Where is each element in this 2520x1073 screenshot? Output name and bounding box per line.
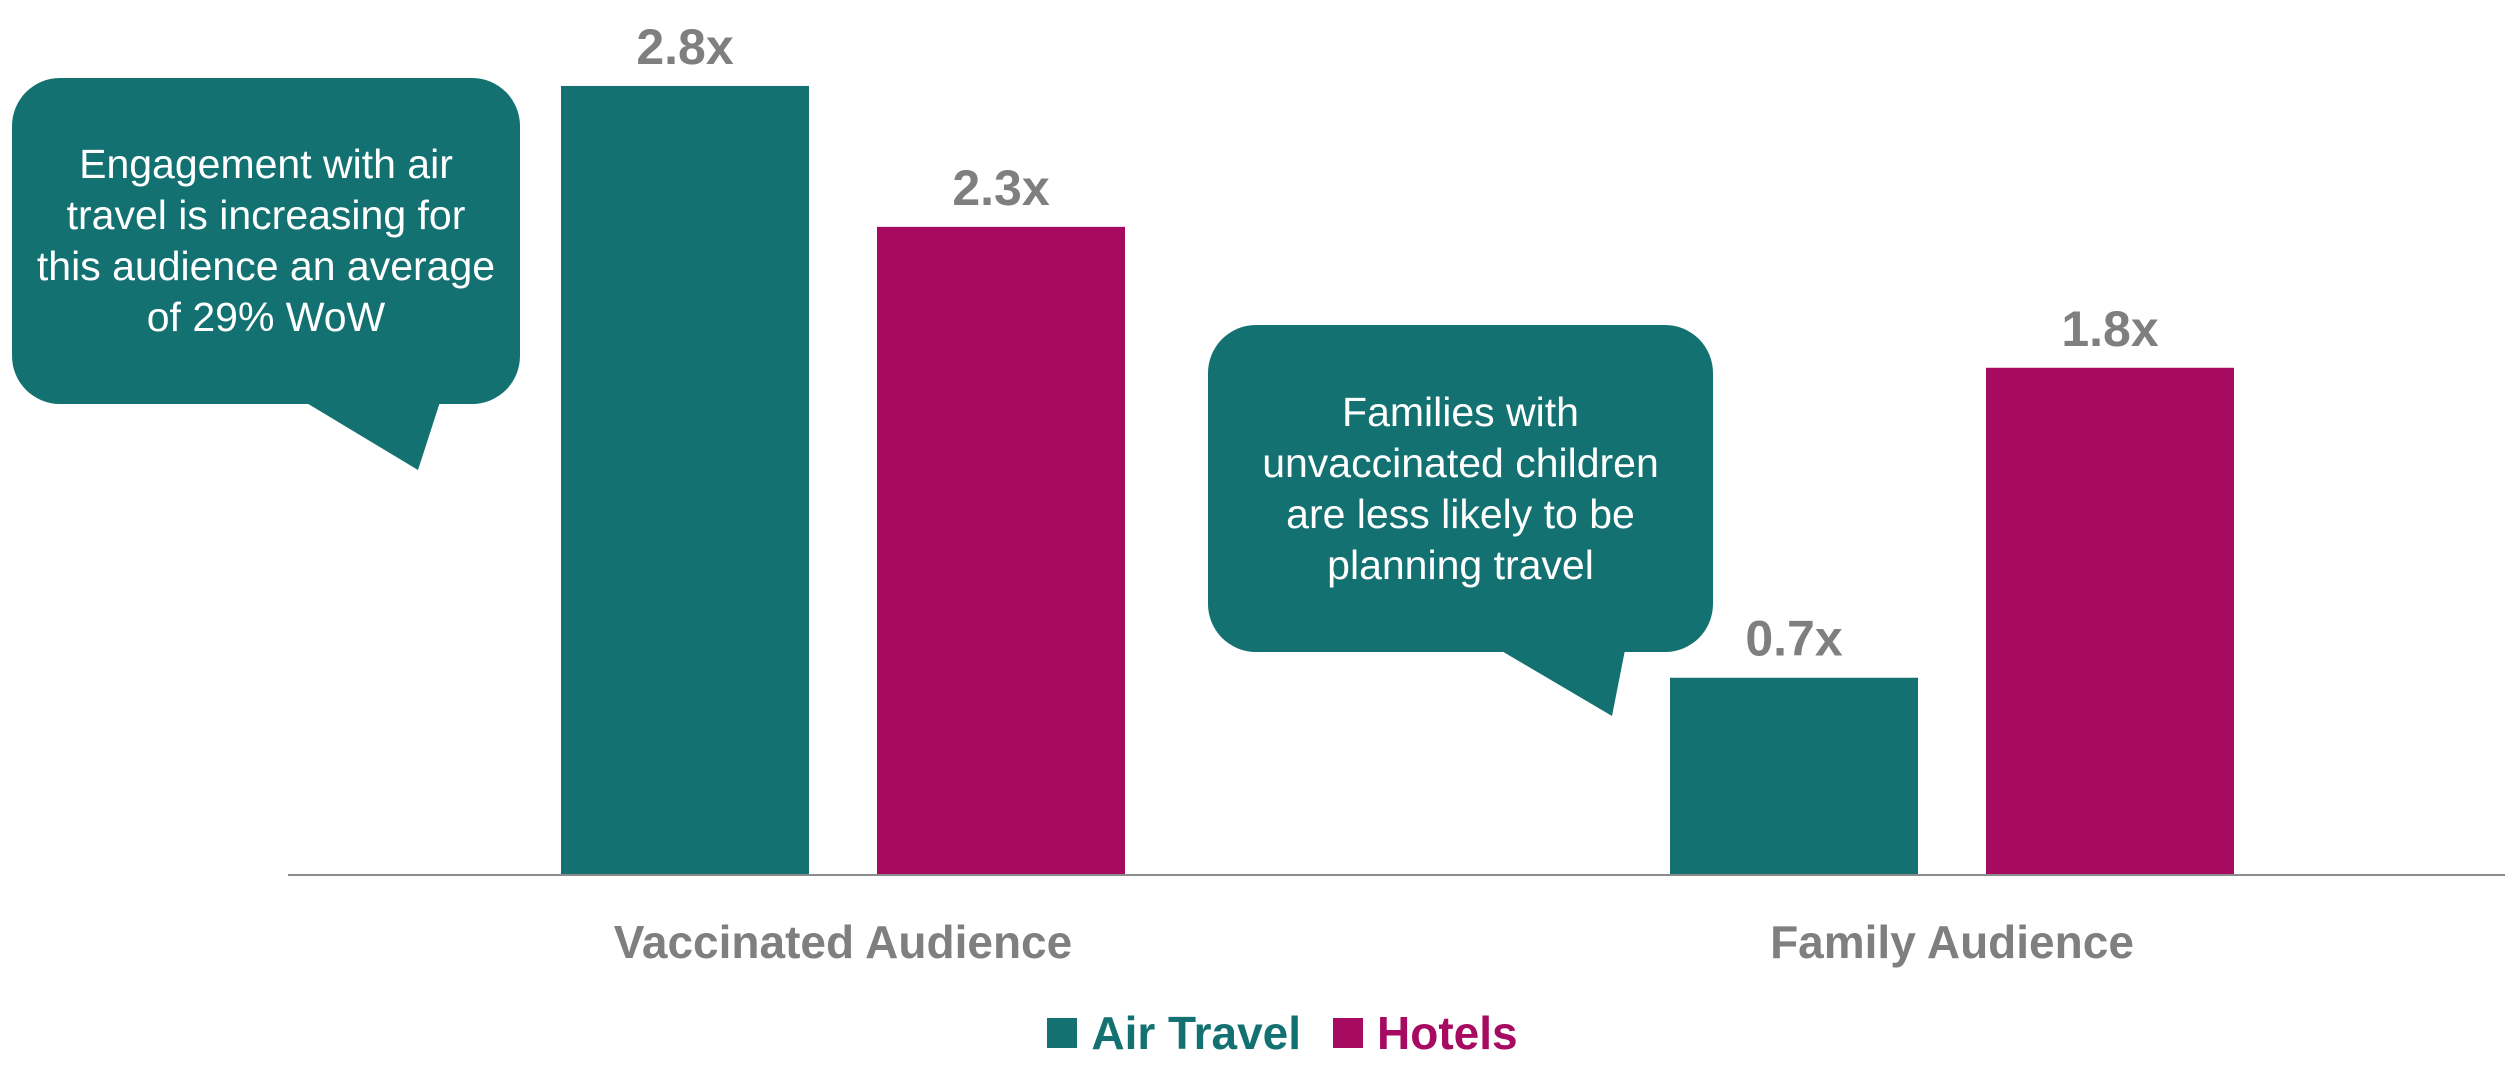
x-tick-label-family-audience: Family Audience (1770, 916, 2134, 968)
legend-swatch-hotels (1333, 1018, 1364, 1048)
legend-swatch-air-travel (1047, 1018, 1078, 1048)
bar-hotels-family-audience (1986, 367, 2234, 875)
legend: Air Travel Hotels (0, 1003, 2520, 1063)
callout-vaccinated-tail (305, 402, 440, 470)
callout-family: Families with unvaccinated children are … (1208, 325, 1713, 652)
data-label-hotels-vaccinated-audience: 2.3x (952, 160, 1050, 216)
bar-air-travel-vaccinated-audience (561, 85, 809, 875)
legend-label-air-travel: Air Travel (1091, 1007, 1302, 1059)
bar-air-travel-family-audience (1670, 677, 1918, 875)
legend-label-hotels: Hotels (1377, 1007, 1518, 1059)
x-tick-label-vaccinated-audience: Vaccinated Audience (614, 916, 1072, 968)
callout-family-tail (1500, 650, 1625, 716)
data-label-air-travel-vaccinated-audience: 2.8x (636, 19, 734, 75)
legend-item-air-travel: Air Travel (1047, 1006, 1301, 1060)
data-label-hotels-family-audience: 1.8x (2061, 301, 2159, 357)
callout-vaccinated: Engagement with air travel is increasing… (12, 78, 520, 404)
bar-hotels-vaccinated-audience (877, 226, 1125, 876)
data-label-air-travel-family-audience: 0.7x (1745, 611, 1843, 667)
legend-item-hotels: Hotels (1333, 1006, 1518, 1060)
